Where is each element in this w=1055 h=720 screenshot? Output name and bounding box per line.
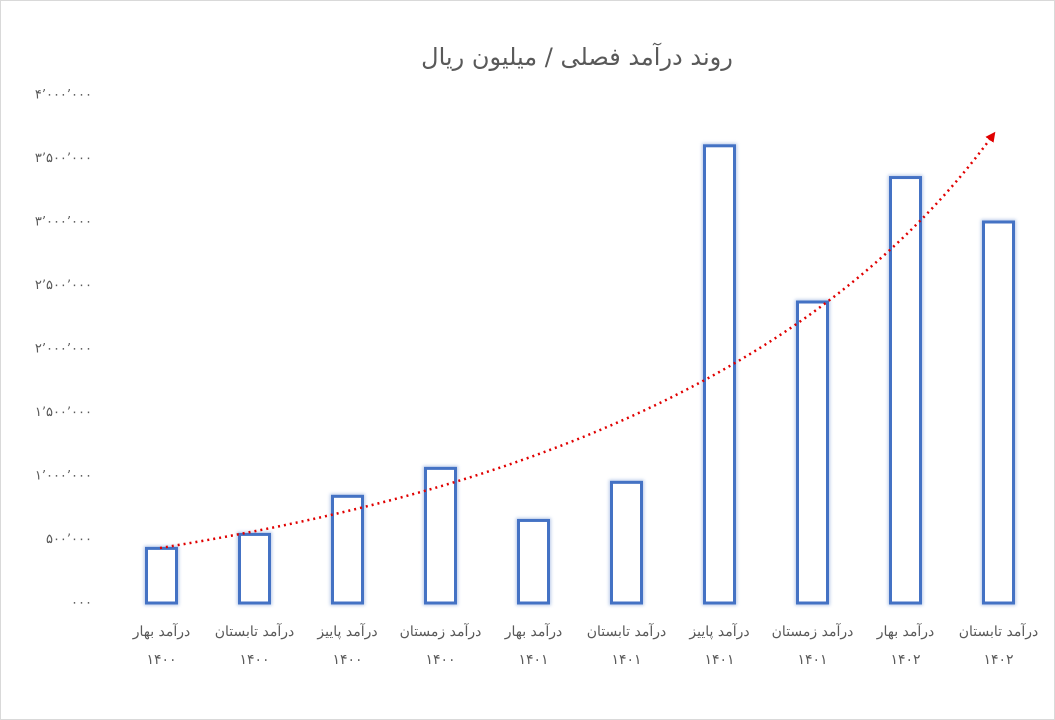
x-tick-label: درآمد بهار bbox=[132, 622, 191, 640]
bar bbox=[424, 466, 457, 605]
x-tick-label: درآمد بهار bbox=[876, 622, 935, 640]
y-tick-label: ۱’۵۰۰’۰۰۰ bbox=[35, 405, 92, 420]
y-tick-label: ۵۰۰’۰۰۰ bbox=[46, 532, 92, 547]
chart-title: روند درآمد فصلی / میلیون ریال bbox=[421, 42, 733, 71]
y-tick-label: ۳’۵۰۰’۰۰۰ bbox=[35, 151, 92, 166]
trend-arrow bbox=[159, 131, 996, 550]
x-tick-label: درآمد تابستان bbox=[587, 622, 667, 640]
bar bbox=[145, 546, 178, 605]
bar bbox=[982, 220, 1015, 605]
x-tick-label: درآمد زمستان bbox=[772, 622, 854, 640]
x-tick-label: ۱۴۰۲ bbox=[890, 652, 920, 668]
x-tick-label: درآمد زمستان bbox=[400, 622, 482, 640]
bar bbox=[796, 300, 829, 605]
bar bbox=[610, 480, 643, 605]
x-tick-label: ۱۴۰۱ bbox=[611, 652, 641, 668]
y-tick-label: ۳’۰۰۰’۰۰۰ bbox=[35, 215, 92, 230]
x-tick-label: ۱۴۰۱ bbox=[797, 652, 827, 668]
bar bbox=[517, 518, 550, 605]
x-tick-label: ۱۴۰۰ bbox=[146, 652, 176, 668]
x-tick-label: درآمد تابستان bbox=[215, 622, 295, 640]
x-tick-label: درآمد بهار bbox=[504, 622, 563, 640]
x-tick-label: ۱۴۰۱ bbox=[704, 652, 734, 668]
y-tick-label: ۰۰۰ bbox=[71, 596, 92, 611]
x-tick-label: درآمد تابستان bbox=[959, 622, 1039, 640]
x-tick-label: ۱۴۰۲ bbox=[983, 652, 1013, 668]
bar bbox=[703, 144, 736, 605]
y-tick-label: ۱’۰۰۰’۰۰۰ bbox=[35, 469, 92, 484]
y-tick-label: ۲’۵۰۰’۰۰۰ bbox=[35, 278, 92, 293]
x-tick-label: ۱۴۰۰ bbox=[425, 652, 455, 668]
x-tick-label: درآمد پاییز bbox=[316, 622, 377, 640]
x-tick-label: ۱۴۰۰ bbox=[239, 652, 269, 668]
bar bbox=[889, 176, 922, 605]
bar bbox=[238, 532, 271, 605]
x-tick-label: درآمد پاییز bbox=[688, 622, 749, 640]
y-tick-label: ۴’۰۰۰’۰۰۰ bbox=[35, 88, 92, 103]
x-tick-label: ۱۴۰۱ bbox=[518, 652, 548, 668]
plot: ۰۰۰ ۵۰۰’۰۰۰ ۱’۰۰۰’۰۰۰ ۱’۵۰۰’۰۰۰ ۲’۰۰۰’۰۰۰ ۲’۵… bbox=[35, 88, 1038, 669]
y-tick-label: ۲’۰۰۰’۰۰۰ bbox=[35, 342, 92, 357]
x-tick-label: ۱۴۰۰ bbox=[332, 652, 362, 668]
